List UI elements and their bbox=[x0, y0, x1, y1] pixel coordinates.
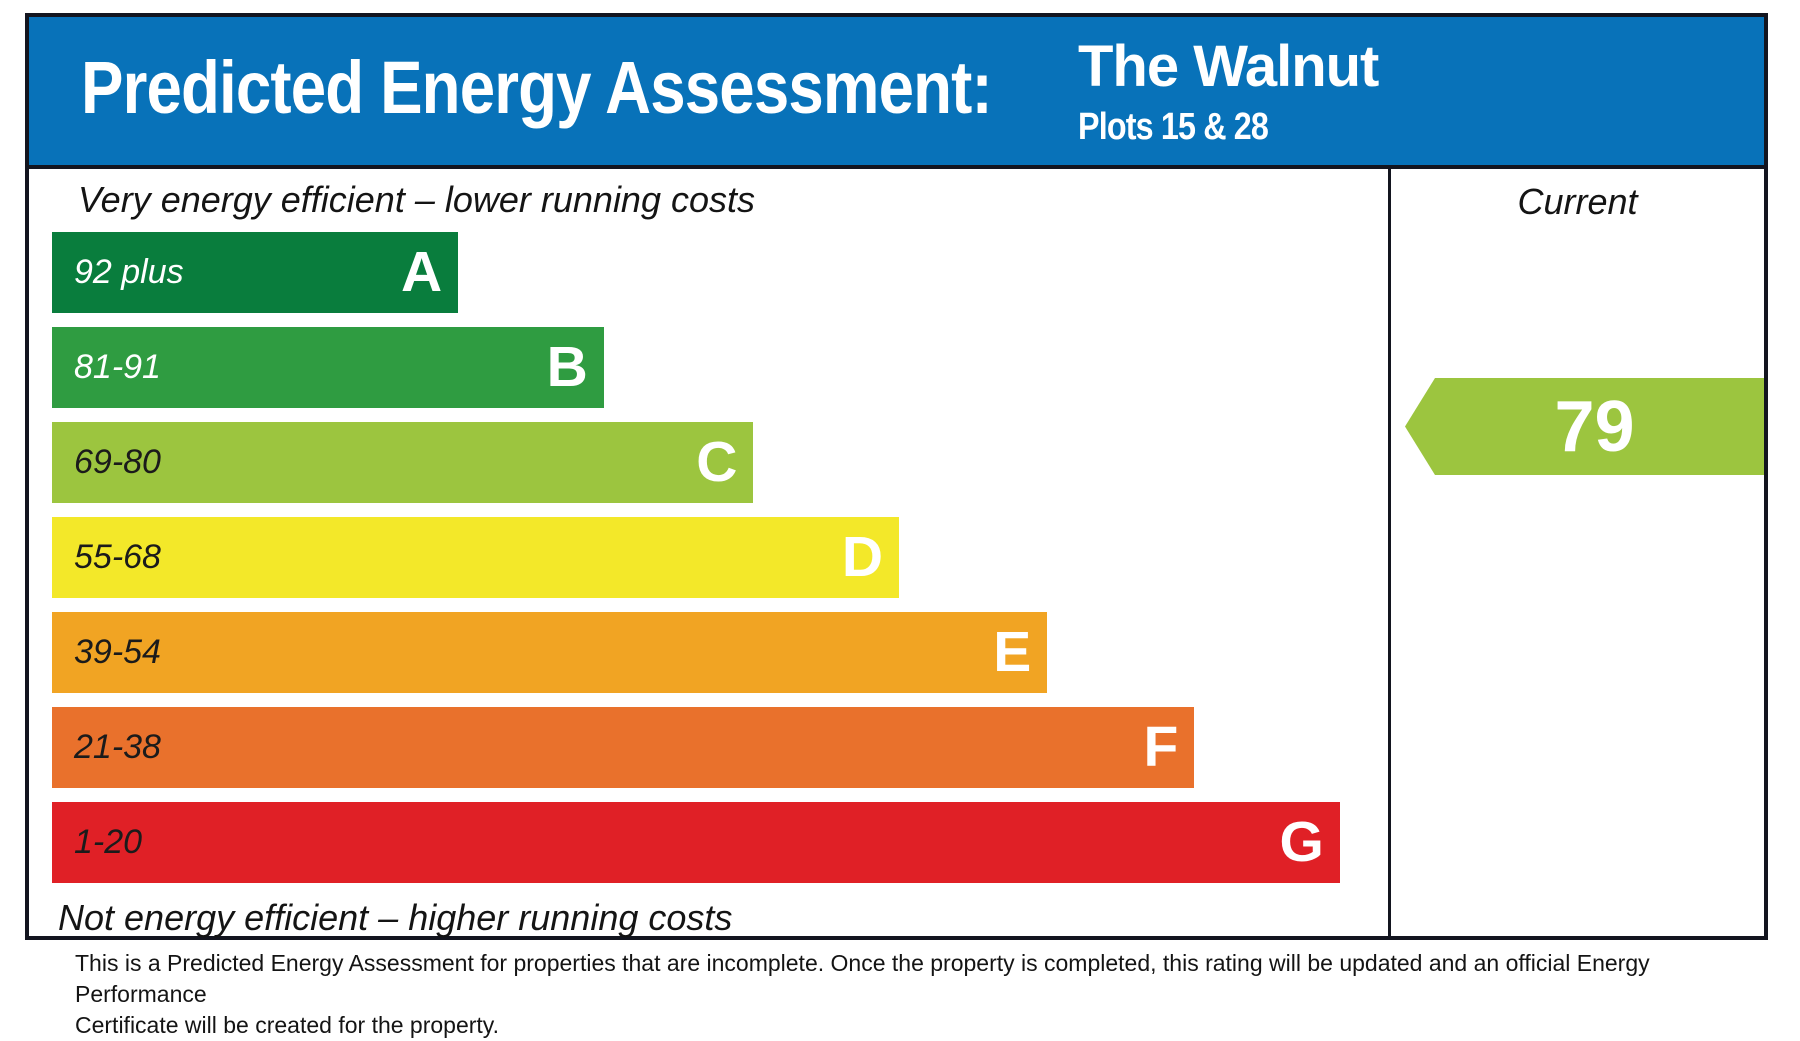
epc-bands: 92 plus A 81-91 B 69-80 C 55-68 D 39-54 E 21-38 F 1-… bbox=[29, 232, 1388, 883]
band-letter: G bbox=[1279, 810, 1324, 874]
certificate-body: Very energy efficient – lower running co… bbox=[29, 169, 1764, 938]
epc-certificate: Predicted Energy Assessment: The Walnut … bbox=[25, 13, 1768, 940]
property-info: The Walnut Plots 15 & 28 bbox=[1078, 34, 1379, 149]
band-letter: B bbox=[546, 335, 588, 399]
band-range-label: 39-54 bbox=[74, 633, 161, 671]
band-range-label: 92 plus bbox=[74, 253, 184, 291]
certificate-title: Predicted Energy Assessment: bbox=[81, 46, 993, 129]
band-letter: F bbox=[1143, 715, 1179, 779]
epc-band-g: 1-20 G bbox=[52, 802, 1340, 883]
current-column-header: Current bbox=[1517, 181, 1638, 222]
epc-band-c: 69-80 C bbox=[52, 422, 754, 503]
current-rating-arrow: 79 bbox=[1405, 378, 1764, 475]
band-letter: A bbox=[400, 240, 443, 304]
certificate-header: Predicted Energy Assessment: The Walnut … bbox=[29, 17, 1764, 169]
band-range-label: 1-20 bbox=[74, 823, 143, 861]
footnote-line-1: This is a Predicted Energy Assessment fo… bbox=[75, 950, 1650, 1007]
band-range-label: 69-80 bbox=[74, 443, 161, 481]
epc-band-e: 39-54 E bbox=[52, 612, 1048, 693]
property-name: The Walnut bbox=[1078, 34, 1379, 99]
epc-band-b: 81-91 B bbox=[52, 327, 604, 408]
current-rating-column: Current 79 bbox=[1391, 169, 1764, 936]
epc-band-d: 55-68 D bbox=[52, 517, 900, 598]
current-rating-value: 79 bbox=[1554, 386, 1635, 467]
top-caption: Very energy efficient – lower running co… bbox=[78, 179, 756, 220]
band-letter: D bbox=[841, 525, 884, 589]
band-letter: C bbox=[696, 430, 738, 494]
property-plots: Plots 15 & 28 bbox=[1078, 105, 1269, 148]
certificate-footnote: This is a Predicted Energy Assessment fo… bbox=[75, 948, 1735, 1041]
footnote-line-2: Certificate will be created for the prop… bbox=[75, 1012, 499, 1038]
band-range-label: 21-38 bbox=[74, 728, 161, 766]
epc-band-a: 92 plus A bbox=[52, 232, 459, 313]
band-range-label: 55-68 bbox=[74, 538, 161, 576]
band-range-label: 81-91 bbox=[74, 348, 161, 386]
band-letter: E bbox=[993, 620, 1032, 684]
epc-band-f: 21-38 F bbox=[52, 707, 1195, 788]
bottom-caption: Not energy efficient – higher running co… bbox=[58, 897, 733, 938]
epc-chart: Very energy efficient – lower running co… bbox=[29, 169, 1391, 938]
